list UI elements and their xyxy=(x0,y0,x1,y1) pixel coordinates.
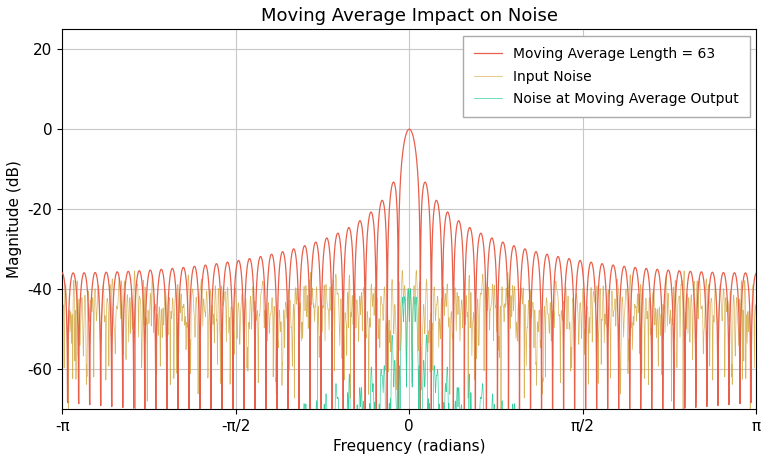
Noise at Moving Average Output xyxy=(521,424,530,429)
Input Noise xyxy=(112,304,121,310)
Input Noise xyxy=(672,338,681,344)
Moving Average Length = 63 xyxy=(394,415,403,420)
X-axis label: Frequency (radians): Frequency (radians) xyxy=(333,439,485,454)
Input Noise xyxy=(678,420,687,426)
Moving Average Length = 63 xyxy=(734,302,743,307)
Legend: Moving Average Length = 63, Input Noise, Noise at Moving Average Output: Moving Average Length = 63, Input Noise,… xyxy=(462,36,750,117)
Input Noise xyxy=(752,313,761,319)
Y-axis label: Magnitude (dB): Magnitude (dB) xyxy=(7,160,22,278)
Moving Average Length = 63 xyxy=(405,126,414,132)
Input Noise xyxy=(708,377,717,383)
Input Noise xyxy=(58,314,67,319)
Moving Average Length = 63 xyxy=(112,269,121,275)
Noise at Moving Average Output xyxy=(112,447,121,453)
Line: Moving Average Length = 63: Moving Average Length = 63 xyxy=(62,129,756,418)
Moving Average Length = 63 xyxy=(672,279,681,285)
Moving Average Length = 63 xyxy=(708,270,717,275)
Noise at Moving Average Output xyxy=(404,286,413,292)
Line: Input Noise: Input Noise xyxy=(62,271,756,423)
Line: Noise at Moving Average Output: Noise at Moving Average Output xyxy=(62,289,756,461)
Input Noise xyxy=(398,268,407,273)
Noise at Moving Average Output xyxy=(752,457,761,461)
Moving Average Length = 63 xyxy=(622,272,631,278)
Noise at Moving Average Output xyxy=(622,437,631,442)
Title: Moving Average Impact on Noise: Moving Average Impact on Noise xyxy=(261,7,558,25)
Moving Average Length = 63 xyxy=(58,270,67,276)
Noise at Moving Average Output xyxy=(58,458,67,461)
Input Noise xyxy=(521,301,530,307)
Moving Average Length = 63 xyxy=(521,246,530,252)
Input Noise xyxy=(622,289,631,294)
Moving Average Length = 63 xyxy=(752,270,761,276)
Input Noise xyxy=(734,338,743,344)
